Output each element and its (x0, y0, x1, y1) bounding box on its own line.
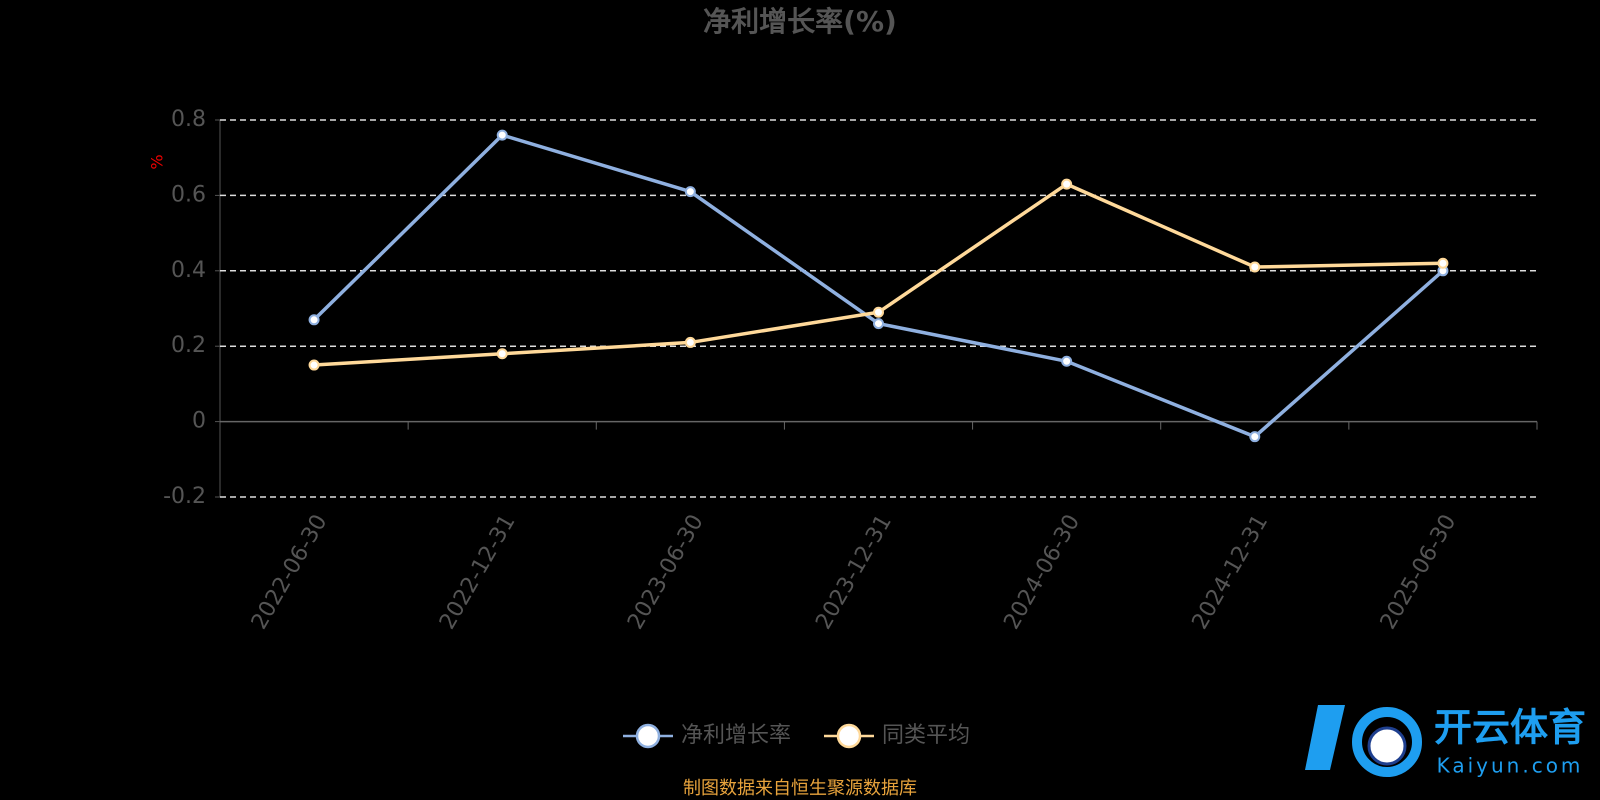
watermark-site: Kaiyun.com (1437, 754, 1584, 778)
data-point (1437, 257, 1449, 269)
watermark-brand: 开云体育 (1434, 706, 1586, 750)
data-point (684, 336, 696, 348)
y-tick-label: -0.2 (163, 484, 206, 509)
data-point (873, 306, 884, 318)
logo-ring (1352, 707, 1422, 777)
y-tick-label: 0 (192, 409, 206, 434)
data-point (1061, 355, 1073, 367)
data-point (873, 318, 884, 330)
y-axis-label: % (148, 154, 167, 169)
y-tick-label: 0.4 (171, 258, 206, 283)
data-point (496, 348, 508, 360)
data-point (1249, 431, 1261, 443)
chart-title: 净利增长率(%) (703, 5, 897, 38)
y-tick-label: 0.2 (171, 333, 206, 358)
logo-ball (1367, 726, 1407, 766)
source-note: 制图数据来自恒生聚源数据库 (683, 778, 917, 799)
data-point (684, 186, 696, 198)
legend-marker (836, 723, 862, 749)
data-point (308, 359, 320, 371)
watermark-logo: 开云体育 Kaiyun.com (1305, 705, 1586, 778)
legend-label: 净利增长率 (681, 723, 791, 748)
data-point (308, 314, 320, 326)
y-tick-label: 0.8 (171, 107, 206, 132)
data-point (1249, 261, 1261, 273)
data-point (496, 129, 508, 141)
legend-label: 同类平均 (882, 723, 970, 748)
y-tick-label: 0.6 (171, 182, 206, 207)
logo-shape (1305, 705, 1345, 770)
legend-marker (635, 723, 661, 749)
data-point (1061, 178, 1073, 190)
